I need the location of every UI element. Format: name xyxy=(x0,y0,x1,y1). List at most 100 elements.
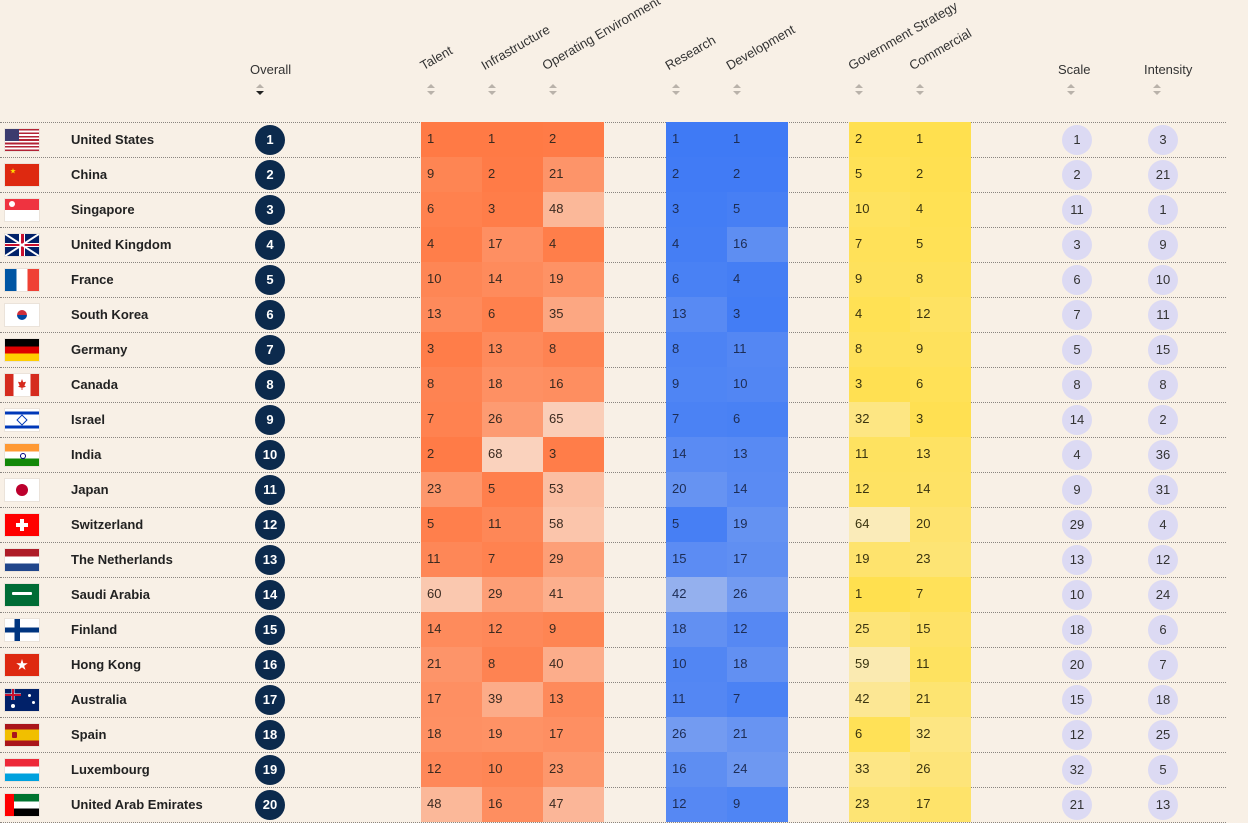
cell-government-strategy: 6 xyxy=(849,717,910,752)
flag-ae-icon xyxy=(5,794,39,816)
scale-rank-circle: 10 xyxy=(1062,580,1092,610)
scale-rank-circle: 18 xyxy=(1062,615,1092,645)
scale-rank-circle: 3 xyxy=(1062,230,1092,260)
cell-talent: 6 xyxy=(421,192,482,227)
cell-development: 18 xyxy=(727,647,788,682)
country-name[interactable]: Australia xyxy=(71,692,127,707)
overall-rank-badge: 17 xyxy=(255,685,285,715)
cell-commercial: 8 xyxy=(910,262,971,297)
country-name[interactable]: Hong Kong xyxy=(71,657,142,672)
flag-detail xyxy=(28,694,31,697)
country-name[interactable]: United Kingdom xyxy=(71,237,172,252)
row-divider xyxy=(0,577,1226,578)
sort-icon-intensity[interactable] xyxy=(1153,84,1161,96)
overall-rank-badge: 2 xyxy=(255,160,285,190)
cell-operating-environment: 17 xyxy=(543,717,604,752)
sort-icon-commercial[interactable] xyxy=(916,84,924,96)
header-research[interactable]: Research xyxy=(662,32,719,73)
header-operating-environment[interactable]: Operating Environment xyxy=(539,0,663,73)
country-name[interactable]: Israel xyxy=(71,412,105,427)
flag-de-icon xyxy=(5,339,39,361)
country-name[interactable]: Luxembourg xyxy=(71,762,150,777)
sort-icon-government-strategy[interactable] xyxy=(855,84,863,96)
country-name[interactable]: Saudi Arabia xyxy=(71,587,150,602)
country-name[interactable]: Japan xyxy=(71,482,109,497)
cell-talent: 9 xyxy=(421,157,482,192)
flag-fi-icon xyxy=(5,619,39,641)
cell-commercial: 20 xyxy=(910,507,971,542)
country-name[interactable]: Finland xyxy=(71,622,118,637)
intensity-rank-circle: 31 xyxy=(1148,475,1178,505)
country-name[interactable]: France xyxy=(71,272,114,287)
cell-commercial: 13 xyxy=(910,437,971,472)
cell-commercial: 12 xyxy=(910,297,971,332)
country-name[interactable]: Canada xyxy=(71,377,118,392)
cell-government-strategy: 4 xyxy=(849,297,910,332)
cell-government-strategy: 1 xyxy=(849,577,910,612)
cell-infrastructure: 13 xyxy=(482,332,543,367)
cell-commercial: 7 xyxy=(910,577,971,612)
overall-rank-badge: 5 xyxy=(255,265,285,295)
cell-talent: 21 xyxy=(421,647,482,682)
country-name[interactable]: South Korea xyxy=(71,307,149,322)
cell-development: 19 xyxy=(727,507,788,542)
cell-commercial: 9 xyxy=(910,332,971,367)
header-scale[interactable]: Scale xyxy=(1058,62,1091,77)
scale-rank-circle: 13 xyxy=(1062,545,1092,575)
header-development[interactable]: Development xyxy=(723,21,798,73)
overall-rank-badge: 10 xyxy=(255,440,285,470)
cell-research: 26 xyxy=(666,717,727,752)
flag-detail xyxy=(20,453,26,459)
header-government-strategy[interactable]: Government Strategy xyxy=(845,0,961,73)
cell-government-strategy: 5 xyxy=(849,157,910,192)
country-name[interactable]: China xyxy=(71,167,108,182)
cell-talent: 18 xyxy=(421,717,482,752)
cell-infrastructure: 68 xyxy=(482,437,543,472)
cell-research: 5 xyxy=(666,507,727,542)
flag-detail xyxy=(16,484,28,496)
flag-ch-icon xyxy=(5,514,39,536)
cell-development: 21 xyxy=(727,717,788,752)
flag-detail xyxy=(11,704,15,708)
cell-government-strategy: 12 xyxy=(849,472,910,507)
header-overall[interactable]: Overall xyxy=(250,62,292,77)
country-name[interactable]: Germany xyxy=(71,342,128,357)
intensity-rank-circle: 4 xyxy=(1148,510,1178,540)
row-divider xyxy=(0,262,1226,263)
sort-icon-talent[interactable] xyxy=(427,84,435,96)
cell-talent: 10 xyxy=(421,262,482,297)
intensity-rank-circle: 2 xyxy=(1148,405,1178,435)
country-name[interactable]: United Arab Emirates xyxy=(71,797,203,812)
row-divider xyxy=(0,717,1226,718)
flag-hk-icon xyxy=(5,654,39,676)
row-divider xyxy=(0,367,1226,368)
intensity-rank-circle: 36 xyxy=(1148,440,1178,470)
sort-icon-development[interactable] xyxy=(733,84,741,96)
flag-nl-icon xyxy=(5,549,39,571)
country-name[interactable]: Spain xyxy=(71,727,107,742)
overall-rank-badge: 11 xyxy=(255,475,285,505)
header-intensity[interactable]: Intensity xyxy=(1144,62,1193,77)
country-name[interactable]: Switzerland xyxy=(71,517,144,532)
cell-government-strategy: 11 xyxy=(849,437,910,472)
scale-rank-circle: 7 xyxy=(1062,300,1092,330)
country-name[interactable]: India xyxy=(71,447,102,462)
row-divider xyxy=(0,787,1226,788)
header-talent[interactable]: Talent xyxy=(417,42,456,73)
cell-commercial: 5 xyxy=(910,227,971,262)
cell-research: 42 xyxy=(666,577,727,612)
sort-icon-scale[interactable] xyxy=(1067,84,1075,96)
sort-icon-overall[interactable] xyxy=(256,84,264,96)
scale-rank-circle: 15 xyxy=(1062,685,1092,715)
sort-icon-infrastructure[interactable] xyxy=(488,84,496,96)
sort-icon-research[interactable] xyxy=(672,84,680,96)
flag-sa-icon xyxy=(5,584,39,606)
cell-research: 13 xyxy=(666,297,727,332)
intensity-rank-circle: 5 xyxy=(1148,755,1178,785)
country-name[interactable]: United States xyxy=(71,132,155,147)
country-name[interactable]: Singapore xyxy=(71,202,135,217)
header-infrastructure[interactable]: Infrastructure xyxy=(478,21,553,73)
sort-icon-operating-environment[interactable] xyxy=(549,84,557,96)
country-name[interactable]: The Netherlands xyxy=(71,552,173,567)
